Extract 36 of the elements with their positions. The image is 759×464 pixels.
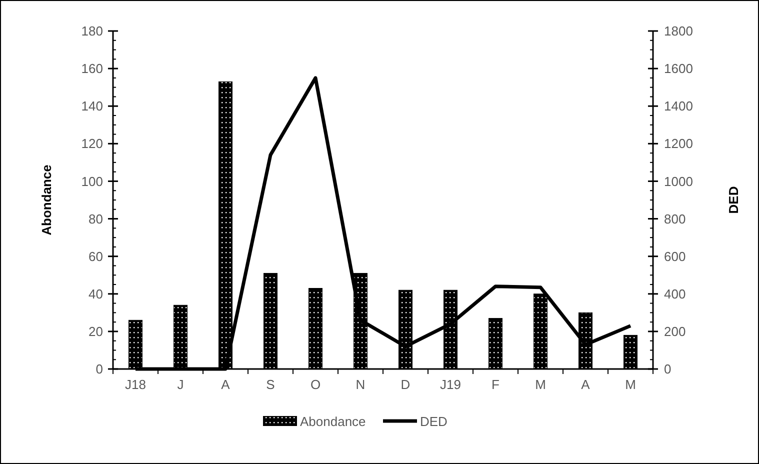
y2-tick-label: 800 [664,211,686,226]
y-tick-label: 100 [81,174,103,189]
y-tick-label: 160 [81,61,103,76]
x-tick-label: D [400,377,410,392]
y-tick-label: 20 [88,324,103,339]
x-tick-label: M [535,377,546,392]
y2-tick-label: 0 [664,362,672,377]
y-tick-label: 180 [81,24,103,39]
legend-label: Abondance [300,414,366,429]
y-tick-label: 0 [96,362,103,377]
y2-tick-label: 1200 [664,136,693,152]
y-tick-label: 80 [88,211,103,226]
x-tick-label: F [492,377,500,392]
x-tick-label: A [581,377,590,392]
y2-tick-label: 1600 [664,61,693,76]
x-tick-label: N [356,377,366,392]
x-tick-label: J [177,377,184,392]
y2-tick-label: 1800 [664,24,693,39]
y-tick-label: 120 [81,136,103,152]
x-tick-label: M [625,377,636,392]
legend-label: DED [420,414,448,429]
y2-tick-label: 200 [664,324,686,339]
x-tick-label: A [221,377,230,392]
y2-tick-label: 1000 [664,174,693,189]
y2-axis-title: DED [726,186,741,214]
y2-tick-label: 600 [664,248,686,264]
y-axis-title: Abondance [39,164,54,236]
y2-tick-label: 1400 [664,98,693,114]
x-tick-label: S [266,377,276,392]
y-tick-label: 140 [81,98,103,114]
x-tick-label: J18 [125,377,146,392]
y2-tick-label: 400 [664,286,686,302]
y-tick-label: 40 [88,286,103,302]
x-tick-label: J19 [440,377,461,392]
x-tick-label: O [310,377,321,392]
y-tick-label: 60 [88,248,103,264]
